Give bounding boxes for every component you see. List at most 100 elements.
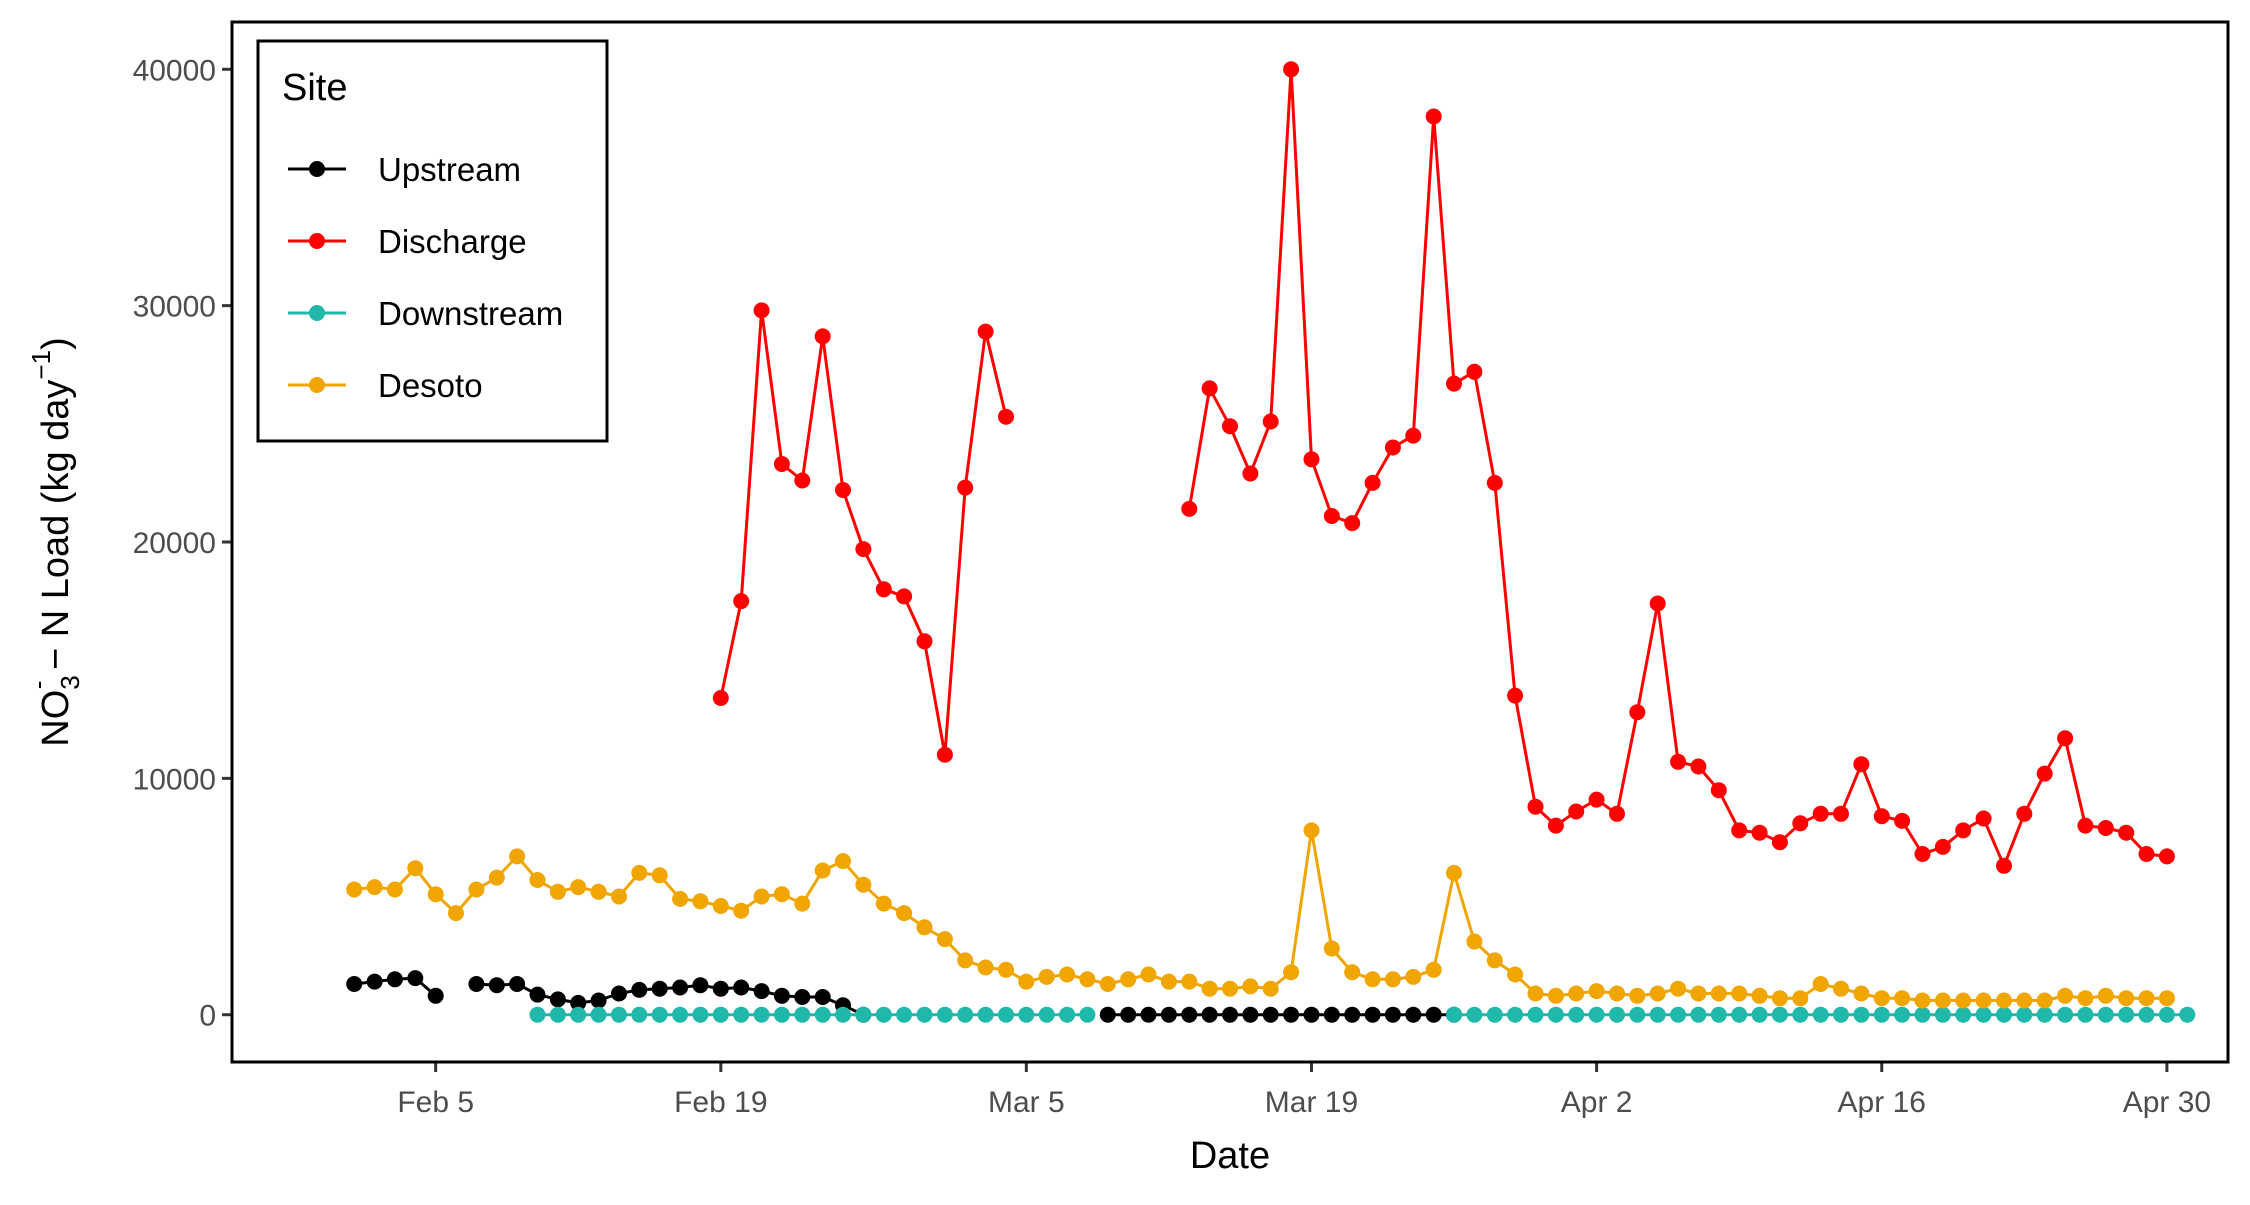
data-point-desoto [1731,985,1748,1002]
data-point-desoto [509,848,526,865]
data-point-discharge [1181,500,1198,517]
data-point-downstream [549,1006,566,1023]
data-point-desoto [712,898,729,914]
data-point-discharge [1384,439,1401,456]
y-tick-label: 40000 [133,54,216,87]
y-title-part-sub: 3 [55,675,85,689]
data-point-desoto [346,881,363,898]
data-point-discharge [875,581,892,598]
data-point-discharge [1303,451,1320,468]
data-point-downstream [794,1006,811,1023]
data-point-desoto [1934,992,1951,1009]
data-point-desoto [1038,968,1055,985]
data-point-downstream [998,1006,1014,1023]
data-point-downstream [835,1006,851,1023]
data-point-desoto [1751,987,1768,1004]
data-point-discharge [1222,418,1238,435]
data-point-upstream [672,979,689,996]
legend-key-point [309,377,325,393]
legend-key-point [309,305,325,321]
data-point-desoto [2097,987,2114,1004]
data-point-desoto [998,961,1014,978]
data-point-desoto [651,867,668,884]
data-point-downstream [2118,1006,2135,1023]
data-point-desoto [1160,973,1177,990]
series-downstream [529,1006,2196,1023]
data-point-downstream [2179,1006,2196,1023]
axes-layer: 0 10000 20000 30000 40000 Feb 5 Feb 19 Mar 5 Mar… [133,54,2212,1119]
data-point-desoto [1323,940,1340,957]
y-tick-label: 10000 [133,763,216,796]
data-point-desoto [468,881,485,898]
data-point-upstream [346,976,363,992]
data-point-upstream [651,980,668,997]
data-point-upstream [692,977,709,994]
y-title-part-sup: - [23,681,53,690]
data-point-desoto [1140,966,1157,983]
data-point-discharge [1364,474,1381,491]
data-point-discharge [1609,805,1625,822]
x-axis-title: Date [1190,1135,1270,1177]
data-point-downstream [1588,1006,1605,1023]
x-tick-label: Apr 2 [1561,1086,1633,1119]
data-point-upstream [794,989,811,1005]
data-point-upstream [407,970,424,987]
data-point-upstream [468,976,485,992]
data-point-discharge [1283,61,1300,78]
data-point-downstream [1059,1006,1076,1023]
data-point-upstream [1384,1006,1401,1023]
data-point-desoto [1609,985,1625,1002]
y-title-part-pre: NO [35,690,77,747]
data-point-downstream [590,1006,607,1023]
data-point-desoto [753,888,770,905]
data-point-desoto [1588,983,1605,1000]
data-point-desoto [1649,985,1666,1002]
data-point-upstream [366,973,383,990]
data-point-discharge [977,323,994,340]
data-point-downstream [875,1006,892,1023]
data-point-desoto [448,905,464,922]
data-point-desoto [1853,985,1870,1002]
data-point-desoto [366,879,383,896]
data-point-desoto [1507,966,1524,983]
y-title-part-sup2: −1 [26,350,56,380]
data-point-discharge [1446,375,1462,392]
data-point-desoto [1303,822,1320,839]
series-discharge [712,61,2175,874]
data-point-desoto [488,869,505,886]
data-point-downstream [1833,1006,1849,1023]
data-point-upstream [1323,1006,1340,1023]
data-point-upstream [814,989,831,1005]
data-point-desoto [1018,973,1035,990]
x-tick-label: Mar 19 [1265,1086,1358,1119]
data-point-downstream [1609,1006,1625,1023]
data-point-discharge [1262,413,1279,430]
data-point-desoto [2138,990,2155,1007]
data-point-downstream [1507,1006,1524,1023]
data-point-discharge [1873,808,1890,825]
data-point-downstream [1812,1006,1829,1023]
data-point-discharge [1751,824,1768,841]
x-tick-label: Mar 5 [988,1086,1065,1119]
data-point-downstream [529,1006,546,1023]
data-point-downstream [1894,1006,1911,1023]
data-point-discharge [998,408,1014,425]
data-point-discharge [1527,798,1544,815]
data-point-desoto [1975,992,1992,1009]
data-point-discharge [794,472,811,489]
data-point-upstream [386,971,403,988]
legend: Site Upstream Discharge Downstream Desoto [256,39,609,443]
data-point-discharge [1792,815,1809,832]
data-point-discharge [1853,756,1870,773]
legend-label: Upstream [378,151,521,188]
series-line-discharge-1 [1187,67,2168,868]
y-tick-label: 30000 [133,291,216,324]
data-point-upstream [773,987,790,1004]
data-point-upstream [1242,1006,1259,1023]
data-point-desoto [896,905,913,922]
data-point-downstream [1771,1006,1788,1023]
data-point-discharge [835,482,851,498]
data-point-upstream [1222,1006,1238,1023]
